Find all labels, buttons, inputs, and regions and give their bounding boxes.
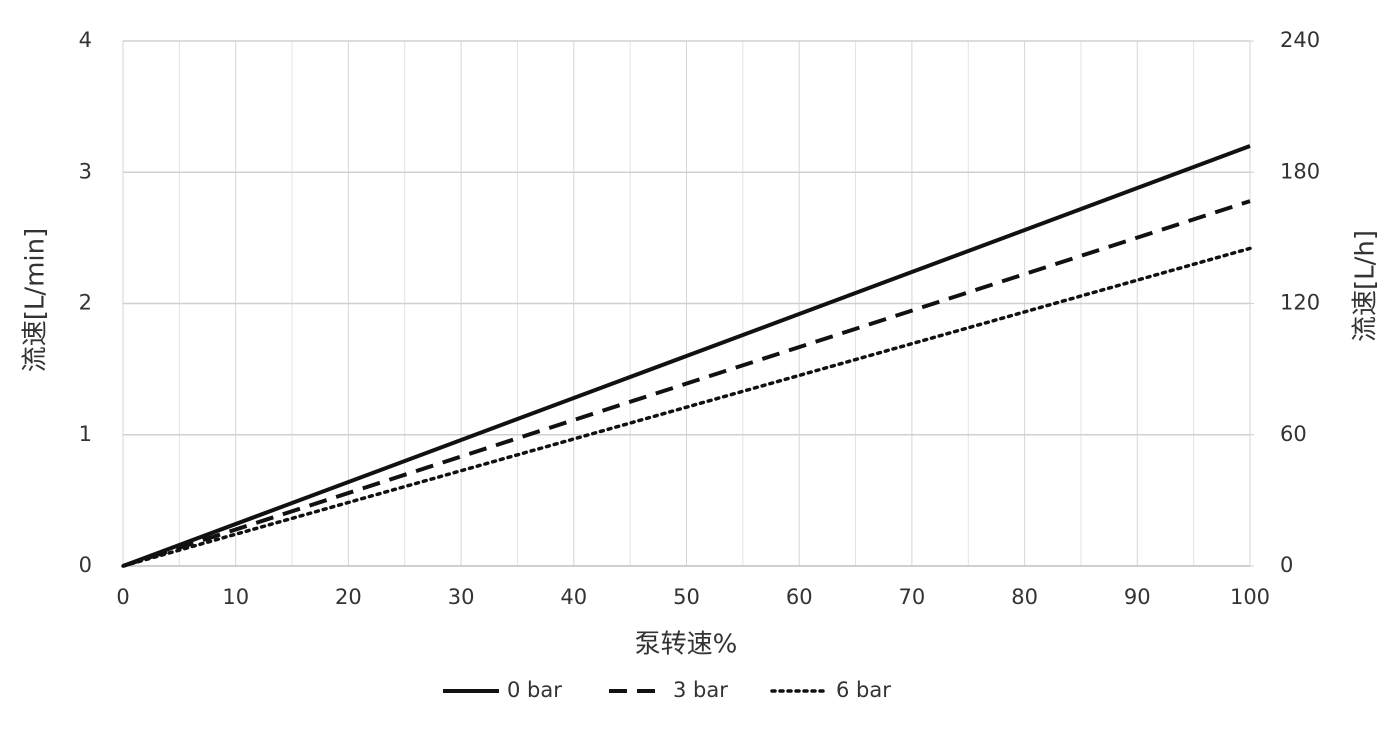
x-axis-label: 泵转速% <box>635 630 738 660</box>
series-line <box>122 144 1251 568</box>
legend-label: 0 bar <box>507 678 562 702</box>
y2-tick-label: 180 <box>1280 159 1320 183</box>
x-tick-label: 10 <box>222 585 249 609</box>
legend-label: 3 bar <box>673 678 728 702</box>
y-tick-label: 1 <box>79 422 92 446</box>
y2-tick-label: 0 <box>1280 553 1293 577</box>
x-tick-label: 80 <box>1011 585 1038 609</box>
series-line <box>121 246 1252 568</box>
x-tick-label: 90 <box>1124 585 1151 609</box>
x-tick-label: 40 <box>560 585 587 609</box>
x-tick-label: 50 <box>673 585 700 609</box>
x-tick-label: 100 <box>1230 585 1270 609</box>
y-tick-label: 0 <box>79 553 92 577</box>
x-tick-label: 20 <box>335 585 362 609</box>
x-tick-label: 30 <box>448 585 475 609</box>
y-tick-label: 2 <box>79 291 92 315</box>
y2-tick-label: 240 <box>1280 28 1320 52</box>
x-tick-label: 70 <box>899 585 926 609</box>
y-tick-label: 3 <box>79 159 92 183</box>
y2-axis-label: 流速[L/h] <box>1351 230 1381 342</box>
x-tick-label: 0 <box>116 585 129 609</box>
legend-label: 6 bar <box>836 678 891 702</box>
series-line <box>122 199 1251 568</box>
y2-tick-label: 120 <box>1280 291 1320 315</box>
y-tick-label: 4 <box>79 28 92 52</box>
y2-tick-label: 60 <box>1280 422 1307 446</box>
y-axis-label: 流速[L/min] <box>21 228 51 373</box>
x-tick-label: 60 <box>786 585 813 609</box>
